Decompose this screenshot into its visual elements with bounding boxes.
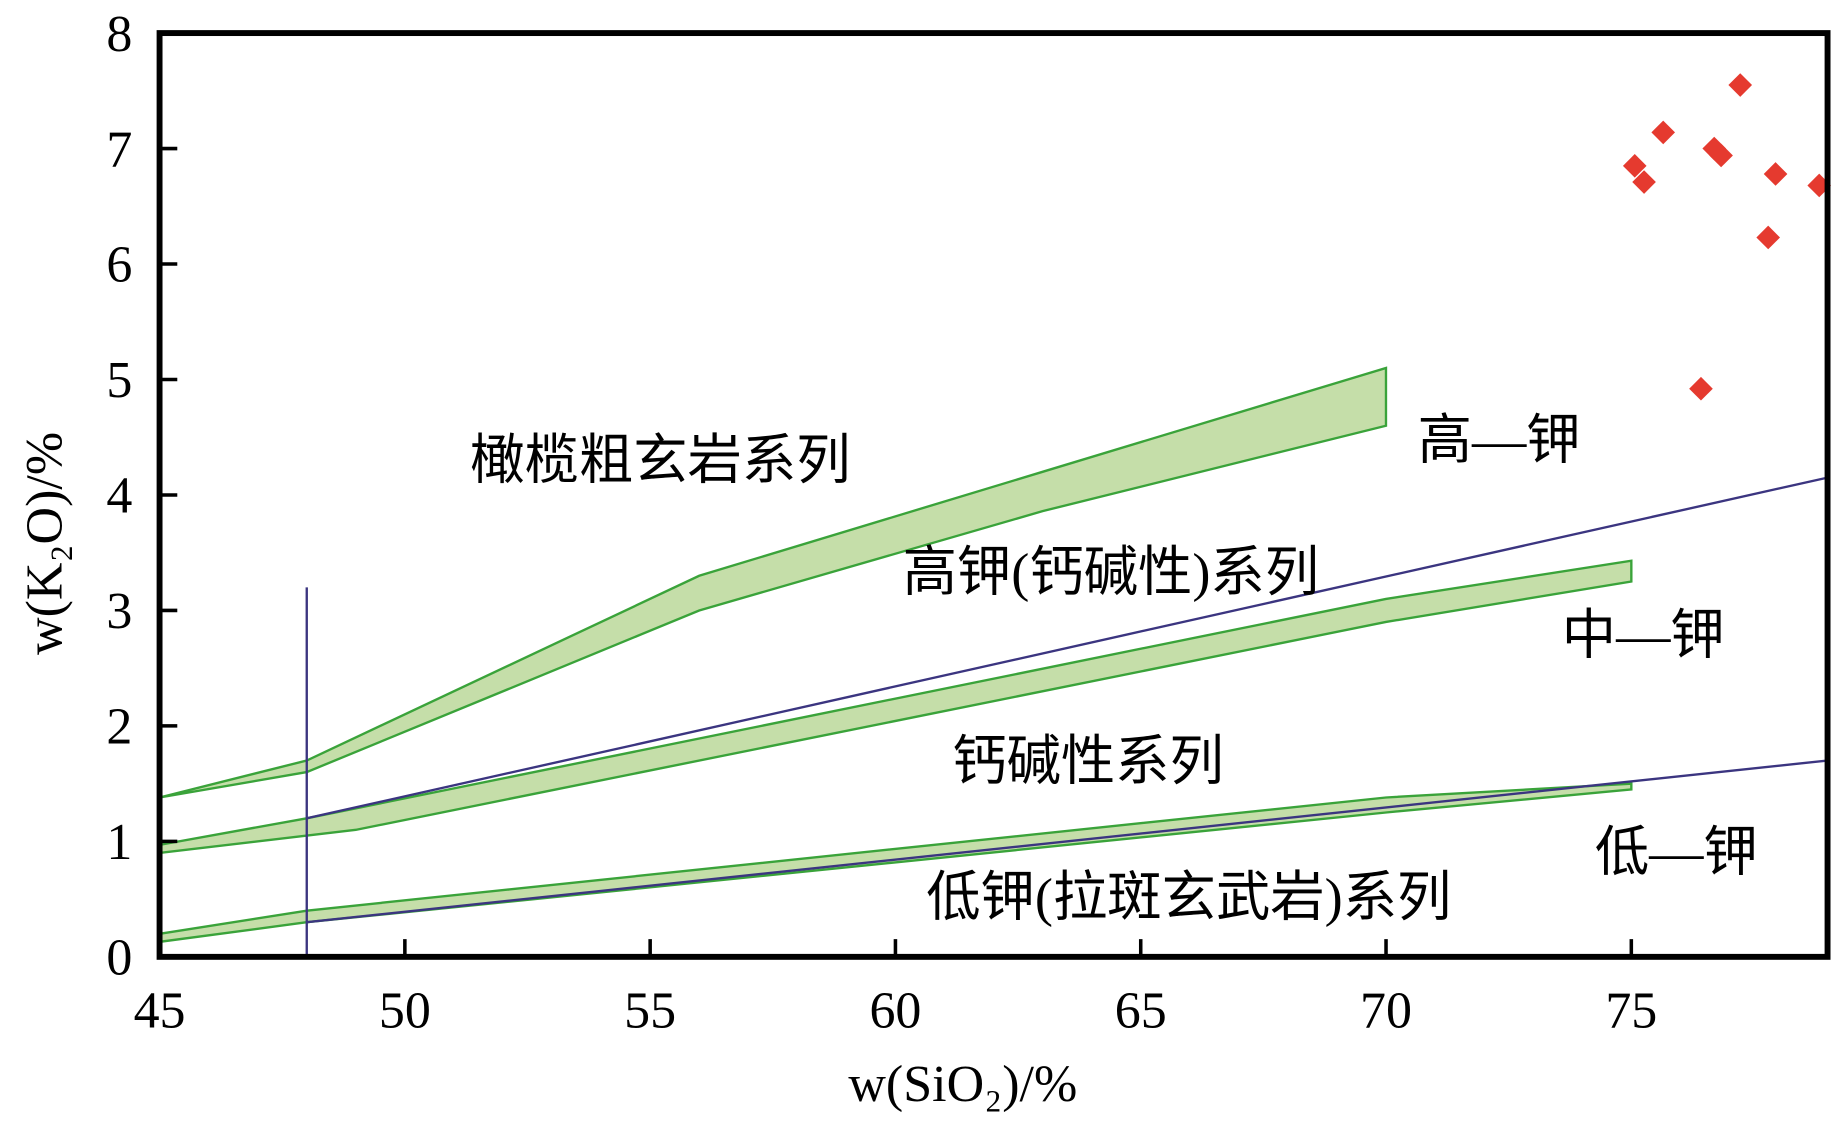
y-tick-label: 0 xyxy=(106,930,132,987)
y-tick-label: 2 xyxy=(106,699,132,756)
x-axis-label: w(SiO₂)/% xyxy=(848,1056,1077,1113)
x-tick-label: 60 xyxy=(869,983,921,1040)
y-axis-label: w(K₂O)/% xyxy=(17,432,74,655)
data-point xyxy=(1622,154,1647,178)
x-tick-label: 65 xyxy=(1115,983,1167,1040)
x-tick-label: 55 xyxy=(624,983,676,1040)
y-tick-label: 4 xyxy=(106,468,132,525)
region-label: 低—钾 xyxy=(1595,823,1758,883)
region-label: 橄榄粗玄岩系列 xyxy=(470,430,850,490)
series-bands xyxy=(158,366,1633,944)
x-tick-label: 70 xyxy=(1360,983,1412,1040)
region-label: 钙碱性系列 xyxy=(952,732,1224,792)
data-point xyxy=(1632,170,1656,194)
x-tick-label: 50 xyxy=(379,983,431,1040)
y-tick-label: 6 xyxy=(106,237,132,294)
data-point xyxy=(1763,162,1788,186)
lower-divider-line xyxy=(306,759,1828,924)
region-label: 低钾(拉斑玄武岩)系列 xyxy=(926,868,1451,928)
region-label: 高钾(钙碱性)系列 xyxy=(903,543,1319,603)
region-label: 高—钾 xyxy=(1418,410,1581,470)
y-tick-label: 8 xyxy=(106,6,132,63)
x-tick-label: 45 xyxy=(134,983,186,1040)
x-tick-label: 75 xyxy=(1605,983,1657,1040)
data-point xyxy=(1651,120,1676,145)
upper-divider-line xyxy=(306,476,1828,820)
region-label: 中—钾 xyxy=(1562,605,1725,665)
divider-lines xyxy=(305,476,1828,957)
low-medium-k-boundary-band xyxy=(158,782,1633,944)
data-point xyxy=(1709,143,1733,168)
data-points xyxy=(1622,73,1832,401)
data-point xyxy=(1689,376,1713,401)
y-tick-label: 1 xyxy=(106,814,132,871)
plot-frame xyxy=(156,30,1831,960)
y-tick-label: 7 xyxy=(106,121,132,178)
data-point xyxy=(1728,73,1753,97)
high-k-shoshonite-boundary-band xyxy=(159,366,1388,799)
data-point xyxy=(1756,225,1781,250)
medium-high-k-boundary-band xyxy=(158,559,1633,855)
y-tick-label: 5 xyxy=(106,352,132,409)
y-tick-label: 3 xyxy=(106,583,132,640)
